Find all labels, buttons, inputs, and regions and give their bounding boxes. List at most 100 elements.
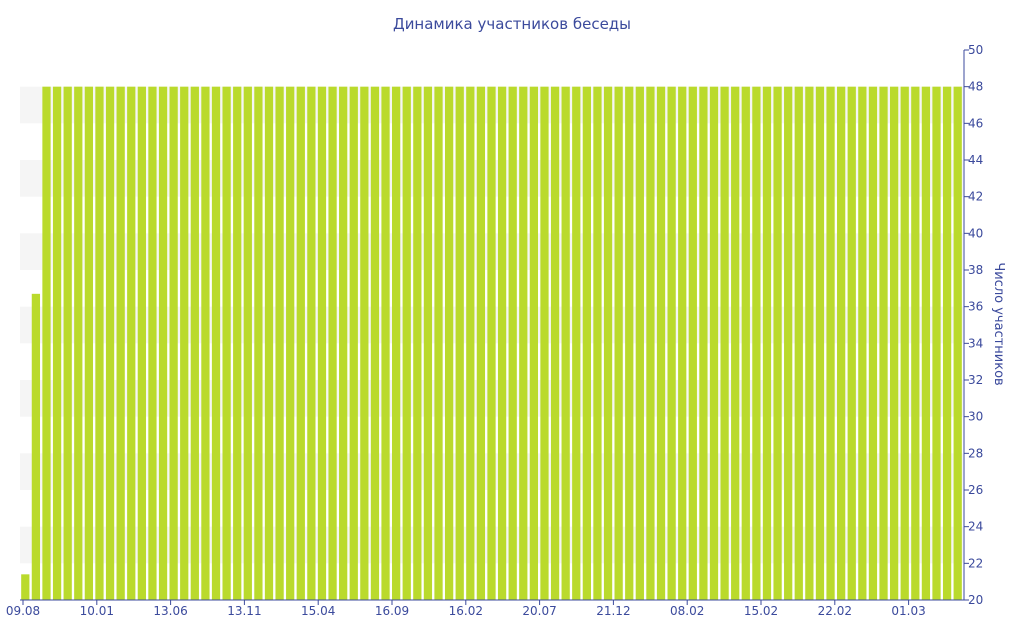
bar-5 xyxy=(74,86,83,601)
bar-17 xyxy=(201,86,210,601)
bar-79 xyxy=(858,86,867,601)
bar-29 xyxy=(328,86,337,601)
bar-56 xyxy=(614,86,623,601)
bar-30 xyxy=(339,86,348,601)
bar-4 xyxy=(63,86,72,601)
bar-53 xyxy=(582,86,591,601)
bar-8 xyxy=(105,86,115,601)
bar-22 xyxy=(254,86,263,601)
bar-64 xyxy=(699,86,708,601)
x-tick-label: 09.08 xyxy=(6,604,40,618)
bar-46 xyxy=(508,86,517,601)
bar-48 xyxy=(529,86,539,601)
bar-41 xyxy=(455,86,464,601)
bar-20 xyxy=(233,86,242,601)
bar-23 xyxy=(264,86,274,601)
bar-60 xyxy=(656,86,666,601)
x-tick-label: 15.04 xyxy=(301,604,335,618)
bar-16 xyxy=(190,86,199,601)
y-tick-label: 48 xyxy=(968,80,983,94)
bar-55 xyxy=(603,86,613,601)
bar-52 xyxy=(572,86,581,601)
bar-88 xyxy=(953,86,962,601)
bar-33 xyxy=(370,86,380,601)
bar-65 xyxy=(709,86,719,601)
bar-34 xyxy=(381,86,390,601)
bar-0 xyxy=(21,574,30,600)
bar-81 xyxy=(879,86,888,601)
x-tick-label: 01.03 xyxy=(891,604,925,618)
bar-68 xyxy=(741,86,750,601)
bar-2 xyxy=(42,86,51,601)
y-axis-title: Число участников xyxy=(991,262,1006,385)
x-tick-label: 15.02 xyxy=(744,604,778,618)
bar-13 xyxy=(158,86,168,601)
y-tick-label: 44 xyxy=(968,153,983,167)
bar-45 xyxy=(497,86,507,601)
bar-72 xyxy=(784,86,793,601)
bar-37 xyxy=(413,86,422,601)
bar-31 xyxy=(349,86,358,601)
bar-76 xyxy=(826,86,835,601)
y-tick-label: 38 xyxy=(968,263,983,277)
y-tick-label: 22 xyxy=(968,556,983,570)
bar-74 xyxy=(805,86,814,601)
bar-61 xyxy=(667,86,676,601)
bar-57 xyxy=(625,86,634,601)
bar-83 xyxy=(900,86,909,601)
bar-43 xyxy=(476,86,486,601)
bar-71 xyxy=(773,86,782,601)
y-tick-label: 36 xyxy=(968,300,983,314)
x-tick-label: 20.07 xyxy=(522,604,556,618)
y-tick-label: 46 xyxy=(968,116,983,130)
bar-49 xyxy=(540,86,549,601)
bar-54 xyxy=(593,86,602,601)
bar-47 xyxy=(519,86,528,601)
bar-50 xyxy=(550,86,560,601)
x-tick-label: 22.02 xyxy=(818,604,852,618)
y-tick-label: 30 xyxy=(968,410,983,424)
bar-39 xyxy=(434,86,443,601)
bar-26 xyxy=(296,86,305,601)
bar-63 xyxy=(688,86,697,601)
bar-7 xyxy=(95,86,104,601)
bar-36 xyxy=(402,86,411,601)
chart-title: Динамика участников беседы xyxy=(393,15,631,33)
bar-80 xyxy=(868,86,878,601)
bar-67 xyxy=(731,86,740,601)
y-tick-label: 28 xyxy=(968,446,983,460)
bar-78 xyxy=(847,86,856,601)
bar-51 xyxy=(561,86,570,601)
bar-62 xyxy=(678,86,687,601)
y-tick-label: 42 xyxy=(968,190,983,204)
y-tick-label: 26 xyxy=(968,483,983,497)
bar-84 xyxy=(911,86,920,601)
bar-series xyxy=(21,86,962,601)
bar-3 xyxy=(52,86,62,601)
bar-9 xyxy=(116,86,125,601)
bar-24 xyxy=(275,86,284,601)
bar-75 xyxy=(815,86,825,601)
bar-12 xyxy=(148,86,157,601)
bar-15 xyxy=(180,86,189,601)
bar-19 xyxy=(222,86,231,601)
x-tick-label: 16.02 xyxy=(449,604,483,618)
x-tick-label: 08.02 xyxy=(670,604,704,618)
bar-35 xyxy=(392,86,401,601)
bar-86 xyxy=(932,86,941,601)
x-tick-label: 21.12 xyxy=(596,604,630,618)
bar-6 xyxy=(84,86,93,601)
y-tick-label: 34 xyxy=(968,336,983,350)
bar-11 xyxy=(137,86,146,601)
x-tick-label: 13.11 xyxy=(227,604,261,618)
bar-73 xyxy=(794,86,803,601)
bar-66 xyxy=(720,86,729,601)
y-tick-label: 32 xyxy=(968,373,983,387)
x-tick-label: 10.01 xyxy=(80,604,114,618)
bar-82 xyxy=(890,86,899,601)
bar-18 xyxy=(211,86,221,601)
x-tick-label: 16.09 xyxy=(375,604,409,618)
bar-21 xyxy=(243,86,252,601)
bar-28 xyxy=(317,86,327,601)
